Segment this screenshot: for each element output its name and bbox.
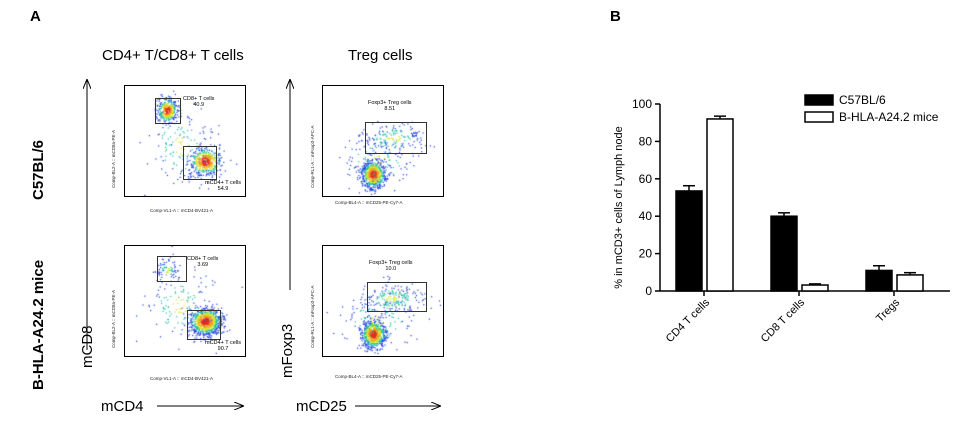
gate-cd8 bbox=[155, 98, 181, 124]
x-tick-label: CD8 T cells bbox=[759, 296, 808, 345]
y-tick-label: 0 bbox=[645, 284, 652, 298]
gate-cd4-label: mCD4+ T cells 90.7 bbox=[205, 340, 242, 352]
row-label-hla-mice: B-HLA-A24.2 mice bbox=[30, 259, 47, 390]
facs-ylabel: Comp-BL2-A :: mCD8a-PE-A bbox=[111, 289, 116, 348]
y-tick-label: 60 bbox=[639, 172, 653, 186]
gate-cd8-label: CD8+ T cells 40.9 bbox=[183, 96, 215, 108]
y-axis-label: % in mCD3+ cells of Lymph node bbox=[613, 126, 625, 289]
facs-ylabel: Comp-RL1-A :: mFoxp3-APC-A bbox=[310, 125, 315, 188]
y-axis-label-mfoxp3: mFoxp3 bbox=[279, 323, 296, 378]
bar bbox=[865, 269, 893, 292]
y-tick-label: 100 bbox=[632, 97, 652, 111]
x-axis-label-mcd25: mCD25 bbox=[296, 398, 347, 415]
y-tick-label: 80 bbox=[639, 134, 653, 148]
column-title-treg: Treg cells bbox=[348, 47, 413, 64]
gate-treg bbox=[367, 282, 427, 312]
bar bbox=[896, 274, 924, 292]
gate-cd8 bbox=[157, 256, 187, 282]
x-tick-label: CD4 T cells bbox=[664, 296, 713, 345]
facs-ylabel: Comp-BL2-A :: mCD8a-PE-A bbox=[111, 129, 116, 188]
row-label-c57bl6: C57BL/6 bbox=[30, 139, 47, 200]
y-axis-label-mcd8: mCD8 bbox=[79, 325, 96, 368]
legend-swatch bbox=[804, 111, 834, 123]
facs-xlabel: Comp-BL4-A :: mCD25-PE-Cy7-A bbox=[335, 374, 403, 379]
facs-plot-c57-cd4-cd8: CD8+ T cells 40.9 mCD4+ T cells 54.9 bbox=[124, 85, 246, 197]
panel-a-letter: A bbox=[30, 8, 41, 25]
bar-chart: 0 20 40 60 80 100 % in mCD3+ cells of Lymph no… bbox=[613, 93, 950, 345]
facs-xlabel: Comp-BL4-A :: mCD25-PE-Cy7-A bbox=[335, 200, 403, 205]
facs-ylabel: Comp-RL1-A :: mFoxp3-APC-A bbox=[310, 285, 315, 348]
facs-plot-hla-cd4-cd8: CD8+ T cells 3.69 mCD4+ T cells 90.7 bbox=[124, 245, 246, 357]
panel-b-letter: B bbox=[610, 8, 621, 25]
legend-label: B-HLA-A24.2 mice bbox=[839, 110, 939, 124]
legend-label: C57BL/6 bbox=[839, 93, 886, 107]
y-tick-label: 20 bbox=[639, 247, 653, 261]
gate-cd4 bbox=[183, 146, 217, 180]
facs-xlabel: Comp-VL1-A :: mCD4-BV421-A bbox=[150, 376, 214, 381]
x-tick-label: Tregs bbox=[874, 296, 902, 324]
y-tick-label: 40 bbox=[639, 209, 653, 223]
axis-arrows bbox=[60, 60, 460, 420]
gate-treg bbox=[365, 122, 427, 154]
facs-xlabel: Comp-VL1-A :: mCD4-BV421-A bbox=[150, 208, 214, 213]
gate-treg-label: Foxp3+ Treg cells 8.51 bbox=[368, 100, 412, 112]
facs-plot-c57-treg: Foxp3+ Treg cells 8.51 bbox=[322, 85, 444, 197]
gate-cd4-label: mCD4+ T cells 54.9 bbox=[205, 180, 242, 192]
gate-cd8-label: CD8+ T cells 3.69 bbox=[187, 256, 219, 268]
column-title-cd4-cd8: CD4+ T/CD8+ T cells bbox=[102, 47, 244, 64]
bar bbox=[770, 215, 798, 292]
facs-plot-hla-treg: Foxp3+ Treg cells 10.0 bbox=[322, 245, 444, 357]
gate-cd4 bbox=[187, 310, 221, 340]
gate-treg-label: Foxp3+ Treg cells 10.0 bbox=[369, 260, 413, 272]
bar bbox=[706, 118, 734, 292]
bar bbox=[801, 284, 829, 292]
bar bbox=[675, 190, 703, 292]
x-axis-label-mcd4: mCD4 bbox=[101, 398, 144, 415]
legend-swatch bbox=[804, 94, 834, 106]
